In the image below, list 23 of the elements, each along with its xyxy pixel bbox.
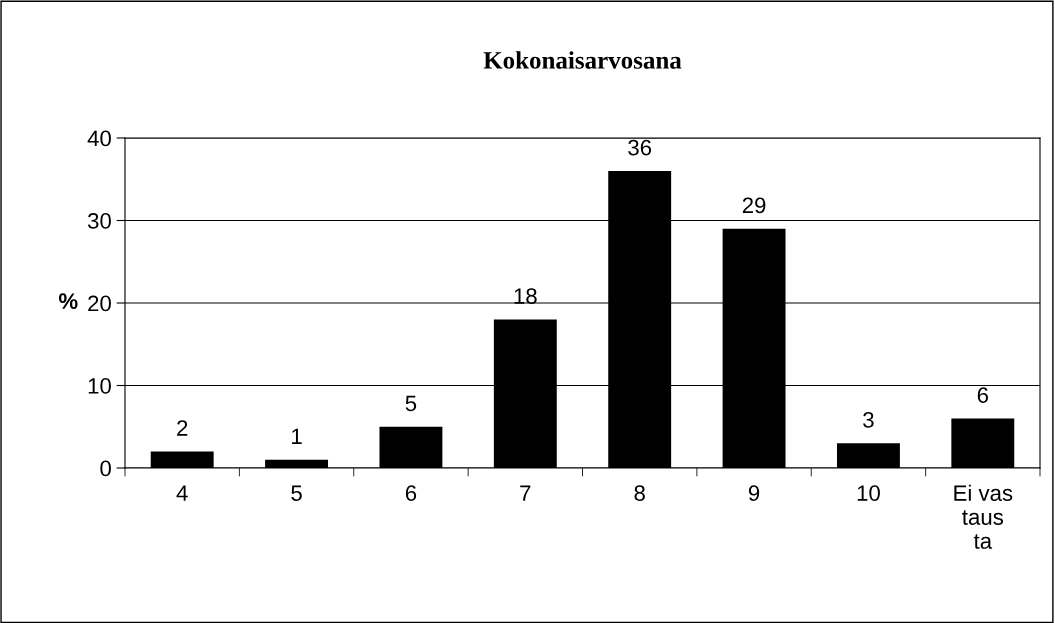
data-label: 36 [628,139,652,156]
y-tick-label: 30 [87,213,111,229]
data-label: 2 [177,420,188,436]
data-label: 1 [292,428,302,445]
x-tick-label: 9 [748,485,760,501]
y-tick-label: 40 [87,130,111,147]
data-label: 3 [863,412,874,428]
x-tick-label: 7 [520,485,531,501]
x-tick-label: 5 [291,485,302,501]
x-tick-label: Ei vas taus ta [954,484,1013,549]
data-label: 29 [742,197,766,214]
data-label: 18 [514,288,537,304]
x-tick-label: 4 [176,485,188,501]
data-label: 5 [405,395,417,412]
y-axis-title: % [58,293,78,309]
data-label: 6 [977,387,989,403]
x-tick-label: 6 [405,485,417,501]
chart-title: Kokonaisarvosana [483,51,682,69]
x-tick-label: 8 [634,485,645,501]
y-tick-label: 10 [88,378,111,394]
y-tick-label: 20 [88,295,111,312]
y-tick-label: 0 [100,460,111,477]
x-tick-label: 10 [857,485,880,501]
